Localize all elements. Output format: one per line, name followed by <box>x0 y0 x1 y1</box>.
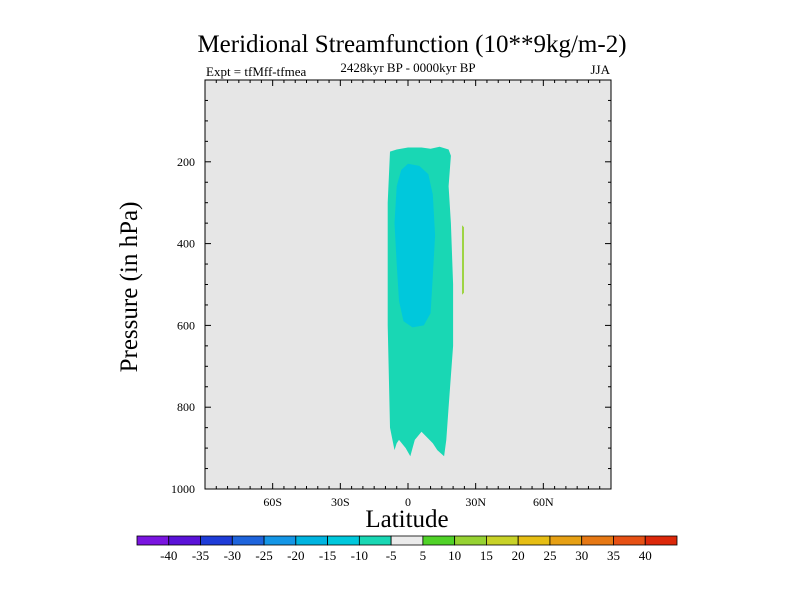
contour-fills <box>387 146 464 457</box>
x-tick-label: 30S <box>331 495 350 509</box>
colorbar-box <box>454 535 487 546</box>
x-tick-label: 30N <box>465 495 486 509</box>
colorbar-label: -40 <box>160 548 177 563</box>
colorbar-label: 10 <box>448 548 461 563</box>
colorbar-box <box>613 535 646 546</box>
colorbar-label: -35 <box>192 548 209 563</box>
colorbar-label: 25 <box>543 548 556 563</box>
colorbar-label: 30 <box>575 548 588 563</box>
colorbar-label: 20 <box>512 548 525 563</box>
x-tick-label: 60N <box>533 495 554 509</box>
colorbar-label: -25 <box>255 548 272 563</box>
colorbar-box <box>422 535 456 546</box>
y-tick-label: 800 <box>177 400 195 414</box>
colorbar-label: 5 <box>420 548 427 563</box>
colorbar-label: 35 <box>607 548 620 563</box>
colorbar-box <box>295 535 328 546</box>
x-tick-label: 60S <box>263 495 282 509</box>
colorbar-box <box>200 535 233 546</box>
y-tick-label: 400 <box>177 237 195 251</box>
colorbar-box <box>644 535 678 546</box>
colorbar-label: -15 <box>319 548 336 563</box>
contour-cell-minus15-to-minus10 <box>394 163 436 328</box>
x-tick-label: 0 <box>405 495 411 509</box>
colorbar-box <box>358 535 392 546</box>
colorbar-box <box>549 535 583 546</box>
colorbar-box <box>390 535 424 546</box>
y-axis-label: Pressure (in hPa) <box>116 202 143 373</box>
y-tick-label: 1000 <box>171 482 195 496</box>
colorbar-box <box>168 535 201 546</box>
season-label: JJA <box>590 62 610 77</box>
colorbar-label: -10 <box>351 548 368 563</box>
chart-title: Meridional Streamfunction (10**9kg/m-2) <box>197 31 626 58</box>
plot-frame <box>204 79 612 490</box>
x-axis-label: Latitude <box>365 506 448 533</box>
colorbar-box <box>231 535 265 546</box>
experiment-label: Expt = tfMff-tfmea <box>206 64 306 79</box>
colorbar-box <box>136 535 170 546</box>
colorbar-box <box>581 535 614 546</box>
colorbar: -40 -35 -30 -25 -20 -15 -10 -5 5 10 15 20 25 30 35 40 <box>136 535 678 563</box>
colorbar-box <box>263 535 297 546</box>
colorbar-label: -20 <box>287 548 304 563</box>
y-tick-label: 600 <box>177 318 195 332</box>
plot-area: 60S 30S 0 30N 60N 200 400 600 800 1000 <box>171 79 612 509</box>
colorbar-box <box>517 535 551 546</box>
period-label: 2428kyr BP - 0000kyr BP <box>340 60 475 75</box>
colorbar-box <box>327 535 360 546</box>
colorbar-label: -5 <box>386 548 397 563</box>
colorbar-label: -30 <box>224 548 241 563</box>
y-tick-label: 200 <box>177 155 195 169</box>
colorbar-label: 15 <box>480 548 493 563</box>
colorbar-label: 40 <box>639 548 652 563</box>
colorbar-box <box>486 535 519 546</box>
contour-cell-5-to-10 <box>462 225 464 295</box>
